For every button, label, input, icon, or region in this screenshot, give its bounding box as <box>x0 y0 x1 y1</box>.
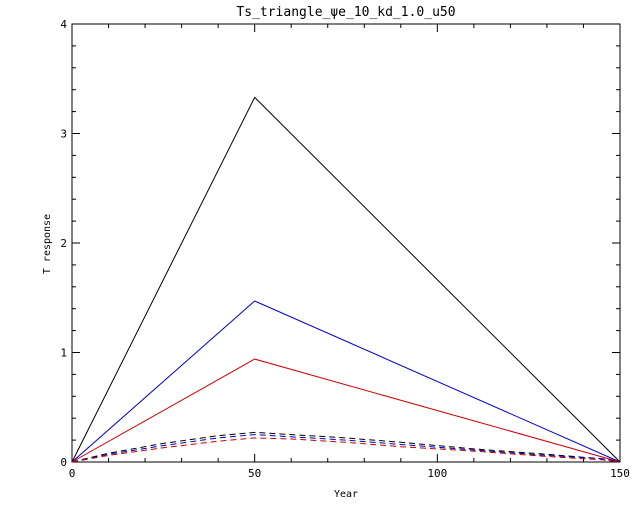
series-line-3 <box>71 358 621 463</box>
y-tick-label: 4 <box>60 18 67 31</box>
series-line-1 <box>71 96 621 463</box>
chart-title: Ts_triangle_ψe_10_kd_1.0_u50 <box>236 5 455 20</box>
x-tick-label: 150 <box>610 467 630 480</box>
y-tick-label: 0 <box>60 456 67 469</box>
series-line-4 <box>71 431 621 463</box>
series-line-5 <box>71 434 621 463</box>
x-tick-label: 100 <box>427 467 447 480</box>
y-tick-label: 3 <box>60 128 67 141</box>
x-axis-label: Year <box>334 489 358 500</box>
series-line-6 <box>71 437 621 463</box>
x-tick-label: 0 <box>69 467 76 480</box>
y-axis-label: T response <box>42 214 53 274</box>
y-tick-label: 1 <box>60 347 67 360</box>
series-line-2 <box>71 300 621 463</box>
series-group <box>71 96 621 463</box>
y-tick-label: 2 <box>60 237 67 250</box>
x-tick-label: 50 <box>248 467 261 480</box>
